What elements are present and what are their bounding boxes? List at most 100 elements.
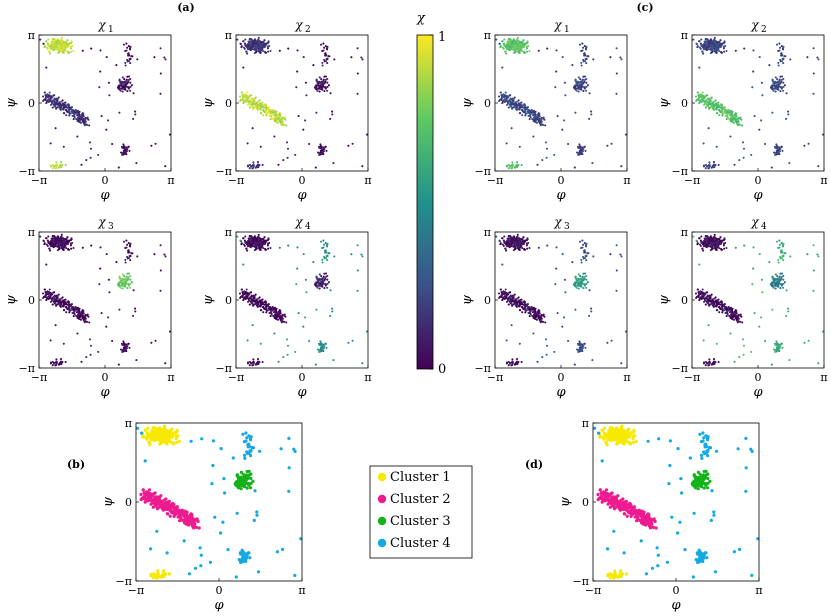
data-point xyxy=(239,296,242,300)
data-point xyxy=(787,113,790,116)
data-point xyxy=(577,350,580,354)
data-point xyxy=(122,83,125,86)
data-point xyxy=(579,88,582,91)
data-point xyxy=(700,38,703,41)
data-point xyxy=(356,269,359,272)
data-point xyxy=(329,314,332,317)
y-tick-label: π xyxy=(484,226,491,239)
data-point xyxy=(68,112,71,115)
data-point xyxy=(537,246,540,249)
data-point xyxy=(99,246,102,249)
data-point xyxy=(577,90,580,93)
data-point xyxy=(60,36,63,39)
data-point xyxy=(48,288,51,291)
y-tick-label: −π xyxy=(475,165,491,178)
data-point xyxy=(118,111,121,114)
data-point xyxy=(571,261,574,264)
data-point xyxy=(516,41,519,44)
data-point xyxy=(324,145,327,148)
data-point xyxy=(505,45,508,48)
data-point xyxy=(258,99,261,102)
data-point xyxy=(252,358,255,361)
data-point xyxy=(55,358,58,361)
data-point xyxy=(351,142,354,145)
data-point xyxy=(323,257,326,260)
legend-label-3: Cluster 3 xyxy=(390,514,451,529)
data-point xyxy=(68,239,71,242)
data-point xyxy=(49,52,52,55)
data-point xyxy=(269,246,272,250)
x-tick-label: π xyxy=(167,174,174,187)
data-point xyxy=(579,85,582,88)
data-point xyxy=(320,285,323,288)
data-point xyxy=(132,289,135,292)
data-point xyxy=(322,42,325,45)
data-point xyxy=(267,302,270,306)
data-point xyxy=(257,233,260,236)
data-point xyxy=(127,272,131,275)
data-point xyxy=(261,163,264,167)
data-point xyxy=(312,64,315,67)
data-point xyxy=(254,48,257,51)
data-point xyxy=(580,80,583,83)
data-point xyxy=(333,255,336,258)
data-point xyxy=(574,308,577,311)
data-point xyxy=(573,86,576,89)
data-point xyxy=(585,81,588,84)
data-point xyxy=(245,288,248,291)
data-point xyxy=(326,242,329,245)
data-point xyxy=(728,111,731,114)
data-point xyxy=(503,297,506,300)
data-point xyxy=(88,141,92,144)
data-point xyxy=(70,45,73,48)
data-point xyxy=(516,103,519,106)
data-point xyxy=(591,162,594,165)
data-point xyxy=(85,356,88,359)
data-point xyxy=(242,102,245,105)
data-point xyxy=(581,350,584,353)
data-point xyxy=(704,100,707,103)
data-point xyxy=(579,285,582,288)
data-point xyxy=(263,236,266,239)
data-point xyxy=(735,119,739,122)
data-point xyxy=(350,253,353,256)
data-point xyxy=(278,246,281,249)
data-point xyxy=(585,62,588,65)
data-point xyxy=(700,98,703,101)
y-tick-label: 0 xyxy=(225,97,232,110)
data-point xyxy=(246,361,250,364)
data-point xyxy=(254,105,257,109)
data-point xyxy=(540,317,543,320)
data-point xyxy=(297,312,300,315)
data-point xyxy=(242,263,245,266)
x-tick-label: 0 xyxy=(102,174,109,187)
data-point xyxy=(63,301,67,304)
data-point xyxy=(803,144,806,147)
data-point xyxy=(516,297,519,300)
data-point xyxy=(279,119,283,122)
data-point xyxy=(722,47,725,50)
data-point xyxy=(134,310,137,313)
data-point xyxy=(316,281,319,284)
data-point xyxy=(510,295,514,298)
data-point xyxy=(100,312,103,315)
data-point xyxy=(528,49,531,53)
data-point xyxy=(159,72,162,75)
data-point xyxy=(718,114,721,117)
data-point xyxy=(265,42,268,45)
data-point xyxy=(554,283,557,286)
data-point xyxy=(68,108,71,111)
data-point xyxy=(537,49,540,52)
x-axis-label: φ xyxy=(100,385,110,400)
data-point xyxy=(588,314,591,317)
data-point xyxy=(498,99,501,103)
data-point xyxy=(261,238,264,241)
data-point xyxy=(574,111,577,114)
data-point xyxy=(817,165,820,168)
data-point xyxy=(61,248,64,251)
data-point xyxy=(127,251,130,254)
data-point xyxy=(732,121,736,124)
data-point xyxy=(122,280,125,283)
data-point xyxy=(577,273,580,276)
